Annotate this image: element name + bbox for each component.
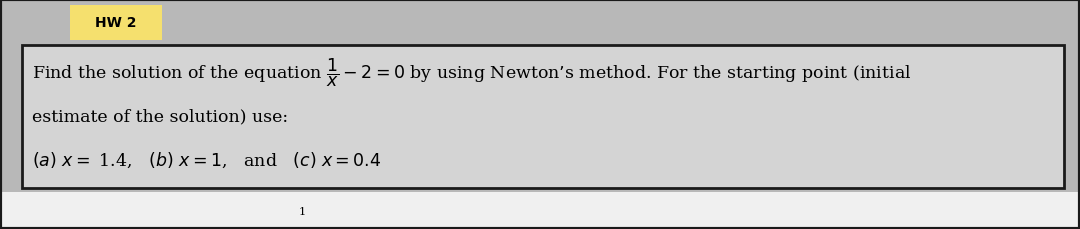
Text: $(a)$ $x=$ 1.4,   $(b)$ $x=1$,   and   $(c)$ $x=0.4$: $(a)$ $x=$ 1.4, $(b)$ $x=1$, and $(c)$ $… — [32, 150, 382, 169]
FancyBboxPatch shape — [0, 0, 1080, 195]
Text: HW 2: HW 2 — [95, 16, 136, 30]
Text: estimate of the solution) use:: estimate of the solution) use: — [32, 108, 288, 125]
Text: 1: 1 — [299, 206, 306, 216]
FancyBboxPatch shape — [22, 46, 1064, 188]
FancyBboxPatch shape — [70, 6, 162, 41]
Text: Find the solution of the equation $\dfrac{1}{x}-2 = 0$ by using Newton’s method.: Find the solution of the equation $\dfra… — [32, 56, 912, 88]
FancyBboxPatch shape — [0, 192, 1080, 229]
